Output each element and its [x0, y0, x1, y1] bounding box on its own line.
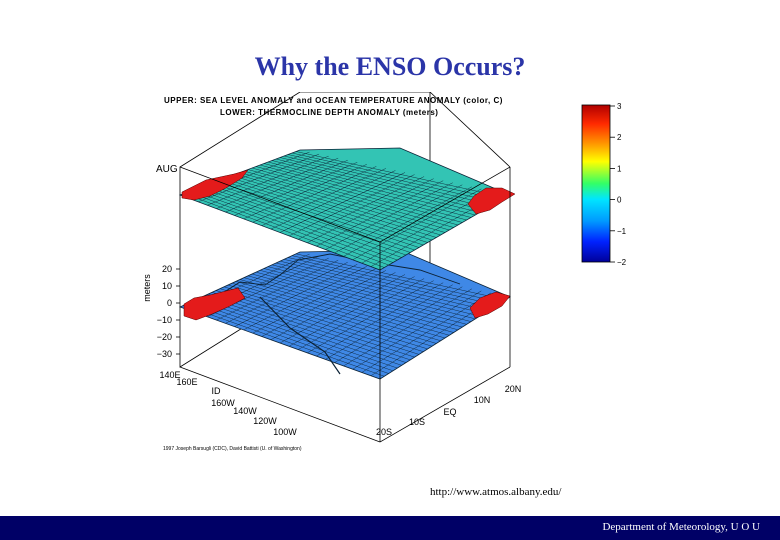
- mesh-line: [288, 276, 415, 347]
- sea-level-surface-fill: [178, 147, 511, 271]
- colorbar-tick-label: 3: [617, 102, 622, 111]
- footer-text: Department of Meteorology, U O U: [602, 521, 760, 533]
- figure-credit: 1997 Joseph Barsugli (CDC), David Battis…: [163, 446, 302, 452]
- latitude-axis-ticks: 20N 10N EQ 10S 20S: [376, 384, 521, 437]
- colorbar: 3 2 1 0 −1 −2: [581, 102, 627, 267]
- figure-upper-caption: UPPER: SEA LEVEL ANOMALY and OCEAN TEMPE…: [164, 96, 503, 105]
- latitude-tick-label: 20N: [505, 384, 522, 394]
- footer-bar: Department of Meteorology, U O U: [0, 516, 780, 540]
- sea-level-mesh: [183, 151, 506, 268]
- longitude-tick-label: 140E: [159, 370, 180, 380]
- latitude-tick-label: 10S: [409, 417, 425, 427]
- thermocline-mesh: [183, 253, 506, 377]
- z-axis-tick-label: 0: [167, 298, 172, 308]
- mesh-line: [298, 278, 425, 350]
- mesh-line: [343, 288, 472, 367]
- slide-title: Why the ENSO Occurs?: [254, 52, 526, 81]
- mesh-line: [261, 270, 387, 337]
- mesh-line: [307, 280, 434, 354]
- longitude-tick-label: 160E: [176, 377, 197, 387]
- mesh-line: [298, 176, 425, 240]
- colorbar-ticks: 3 2 1 0 −1 −2: [610, 102, 627, 267]
- thermocline-surface: [178, 249, 511, 380]
- mesh-line: [252, 166, 377, 223]
- z-axis-label: meters: [142, 274, 152, 302]
- mesh-line: [352, 290, 482, 370]
- mesh-line: [279, 274, 406, 344]
- mesh-line: [234, 264, 358, 327]
- mesh-line: [243, 266, 367, 331]
- latitude-tick-label: EQ: [443, 407, 456, 417]
- mesh-line: [216, 157, 339, 209]
- mesh-line: [252, 268, 377, 334]
- land-upper-west: [181, 169, 249, 201]
- thermocline-surface-fill: [178, 249, 511, 380]
- z-axis-tick-label: −30: [157, 349, 172, 359]
- mesh-line: [225, 262, 348, 324]
- z-axis-tick-label: −10: [157, 315, 172, 325]
- mesh-line: [279, 172, 406, 233]
- land-upper-east: [467, 187, 516, 215]
- mesh-line: [307, 178, 434, 243]
- mesh-line: [207, 155, 329, 206]
- sea-level-surface: [178, 147, 516, 271]
- z-axis-tick-label: 10: [162, 281, 172, 291]
- mesh-line: [325, 284, 453, 360]
- longitude-tick-label: 120W: [253, 416, 277, 426]
- source-url: http://www.atmos.albany.edu/: [430, 486, 562, 498]
- mesh-line: [334, 286, 463, 363]
- mesh-line: [225, 160, 348, 213]
- thermocline-equatorial-trough: [259, 296, 341, 375]
- mesh-line: [234, 162, 358, 216]
- colorbar-tick-label: −2: [617, 258, 627, 267]
- month-label: AUG: [156, 164, 178, 175]
- z-axis-tick-label: 20: [162, 264, 172, 274]
- mesh-line: [270, 170, 396, 230]
- land-lower-east: [469, 291, 511, 319]
- mesh-line: [325, 182, 453, 250]
- plot-box-front: [179, 92, 511, 443]
- longitude-tick-label: 140W: [233, 406, 257, 416]
- mesh-line: [352, 188, 482, 260]
- longitude-tick-label: 160W: [211, 398, 235, 408]
- mesh-line: [316, 180, 444, 247]
- latitude-tick-label: 10N: [474, 395, 491, 405]
- mesh-line: [261, 168, 387, 226]
- colorbar-tick-label: 2: [617, 133, 622, 142]
- mesh-line: [334, 184, 463, 254]
- colorbar-tick-label: 0: [617, 196, 622, 205]
- latitude-tick-label: 20S: [376, 427, 392, 437]
- z-axis-tick-label: −20: [157, 332, 172, 342]
- land-lower-west: [183, 287, 246, 321]
- mesh-line: [198, 153, 320, 203]
- colorbar-gradient: [581, 104, 611, 263]
- colorbar-tick-label: −1: [617, 227, 627, 236]
- longitude-tick-label: ID: [212, 386, 222, 396]
- mesh-line: [361, 292, 492, 373]
- colorbar-tick-label: 1: [617, 164, 622, 173]
- longitude-tick-label: 100W: [273, 427, 297, 437]
- mesh-line: [288, 174, 415, 237]
- mesh-line: [343, 186, 472, 257]
- mesh-line: [216, 259, 339, 321]
- z-axis-ticks: 20 10 0 −10 −20 −30: [157, 264, 180, 359]
- figure-lower-caption: LOWER: THERMOCLINE DEPTH ANOMALY (meters…: [220, 108, 439, 117]
- mesh-line: [243, 164, 367, 220]
